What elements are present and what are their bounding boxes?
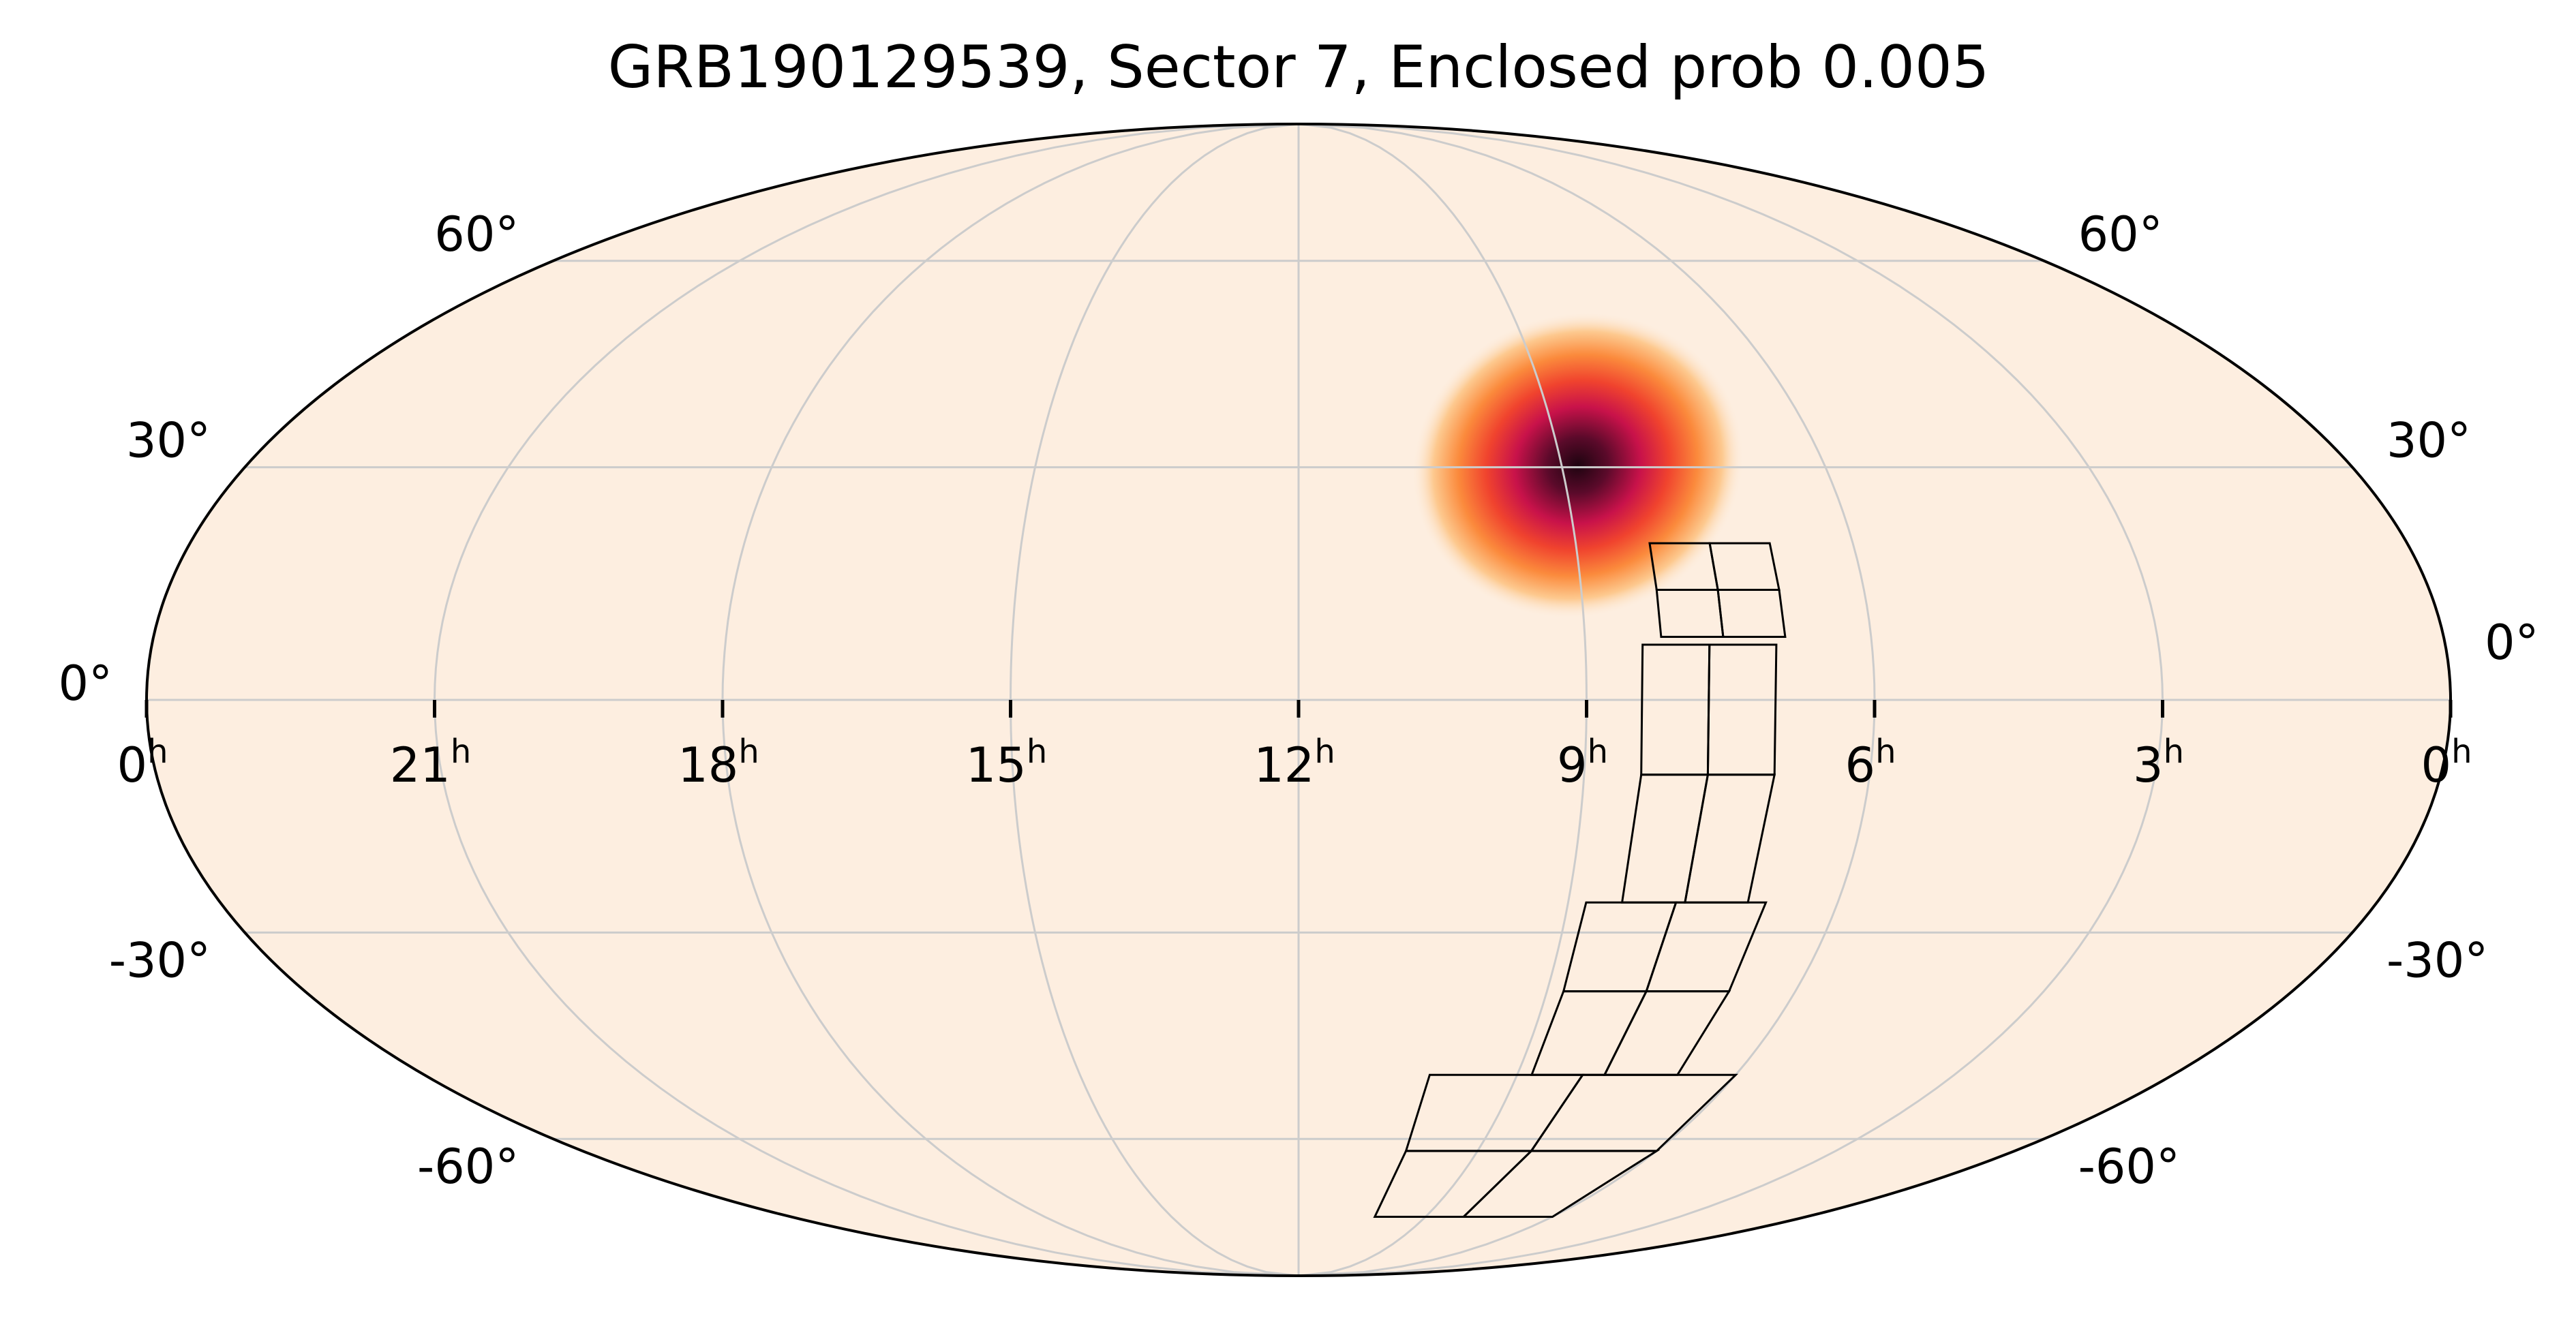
footprint-ccd-cell — [1716, 589, 1787, 638]
tess-footprint — [1373, 542, 1787, 1218]
dec-tick-label-left: -60° — [417, 1139, 519, 1195]
dec-tick-label-left: 0° — [58, 656, 112, 711]
dec-tick-label-left: 60° — [434, 206, 519, 262]
probability-blob — [1411, 311, 1744, 619]
dec-tick-label-right: -60° — [2078, 1139, 2180, 1195]
dec-tick-label-right: 0° — [2485, 615, 2539, 671]
dec-tick-label-right: 60° — [2078, 206, 2163, 262]
ra-tick-label: 3h — [2133, 733, 2184, 793]
dec-tick-label-right: 30° — [2386, 413, 2471, 469]
ra-tick-label: 9h — [1557, 733, 1608, 793]
axis-ticks — [145, 700, 2453, 718]
dec-tick-label-left: 30° — [126, 413, 211, 469]
ra-tick-label: 18h — [678, 733, 759, 793]
probability-heatmap-layer — [1411, 311, 1744, 619]
ra-tick-label: 0h — [2421, 733, 2472, 793]
chart-title: GRB190129539, Sector 7, Enclosed prob 0.… — [608, 33, 1990, 102]
dec-tick-label-left: -30° — [109, 932, 211, 988]
footprint-ccd-cell — [1461, 1150, 1661, 1218]
dec-tick-label-right: -30° — [2386, 932, 2488, 988]
